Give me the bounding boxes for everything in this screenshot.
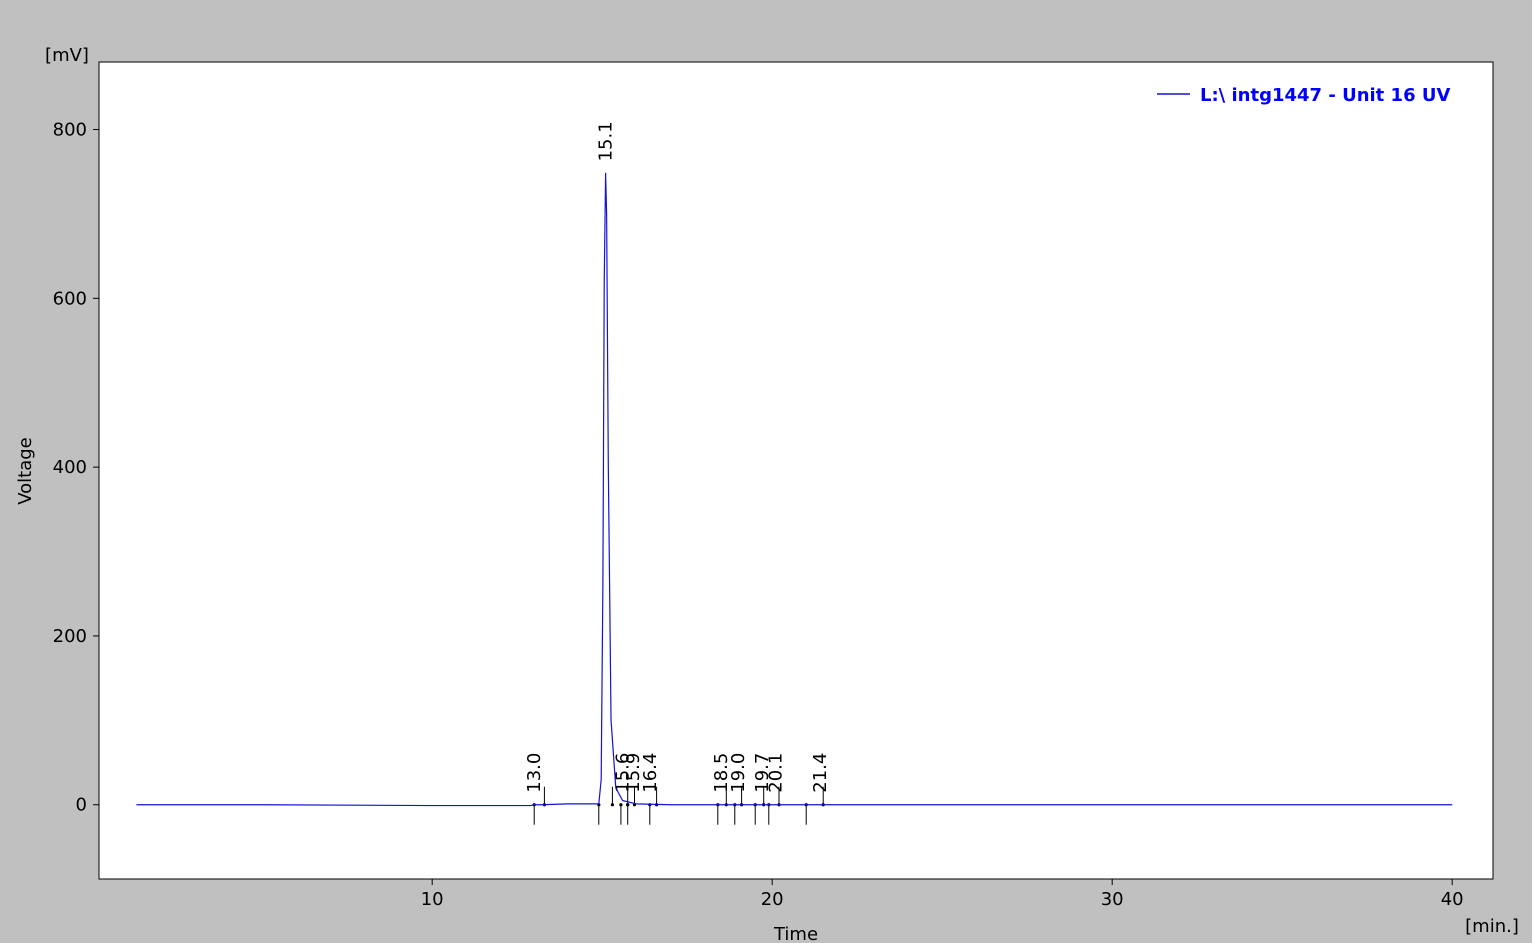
y-tick-label: 0: [76, 795, 87, 816]
x-unit-label: [min.]: [1465, 916, 1519, 937]
x-tick-label: 40: [1441, 889, 1464, 910]
peak-start-dot: [619, 803, 623, 807]
y-unit-label: [mV]: [45, 45, 89, 66]
x-tick-label: 20: [761, 889, 784, 910]
peak-label: 19.0: [728, 753, 749, 793]
y-tick-label: 600: [53, 288, 87, 309]
peak-label: 13.0: [524, 753, 545, 793]
peak-label: 15.6: [613, 753, 634, 793]
peak-start-dot: [626, 803, 630, 807]
series-line: [136, 172, 1453, 807]
peak-label: 16.4: [640, 753, 661, 793]
peak-label: 15.1: [596, 121, 617, 161]
x-axis-ticks: 10 20 30 40: [421, 879, 1464, 910]
legend: L:\ intg1447 - Unit 16 UV: [1157, 85, 1450, 106]
peak-label: 20.1: [766, 753, 787, 793]
y-tick-label: 200: [53, 626, 87, 647]
plot-area: [98, 61, 1494, 880]
y-tick-label: 400: [53, 457, 87, 478]
series-group: [136, 172, 1453, 807]
x-axis-title: Time: [773, 924, 818, 943]
peak-label: 18.5: [711, 753, 732, 793]
peak-label: 19.7: [752, 753, 773, 793]
y-axis-title: Voltage: [15, 437, 36, 505]
peak-label: 15.9: [623, 753, 644, 793]
y-tick-label: 800: [53, 120, 87, 141]
peak-label: 21.4: [810, 753, 831, 793]
peak-markers: 13.0 15.1 15.615.916.4 18.519.0 19.720.1 21.4: [524, 121, 831, 825]
legend-entry-label: L:\ intg1447 - Unit 16 UV: [1200, 85, 1450, 106]
peak-end-dot: [610, 803, 615, 807]
x-tick-label: 10: [421, 889, 444, 910]
y-axis-ticks: 0 200 400 600 800: [53, 120, 99, 816]
x-tick-label: 30: [1101, 889, 1124, 910]
